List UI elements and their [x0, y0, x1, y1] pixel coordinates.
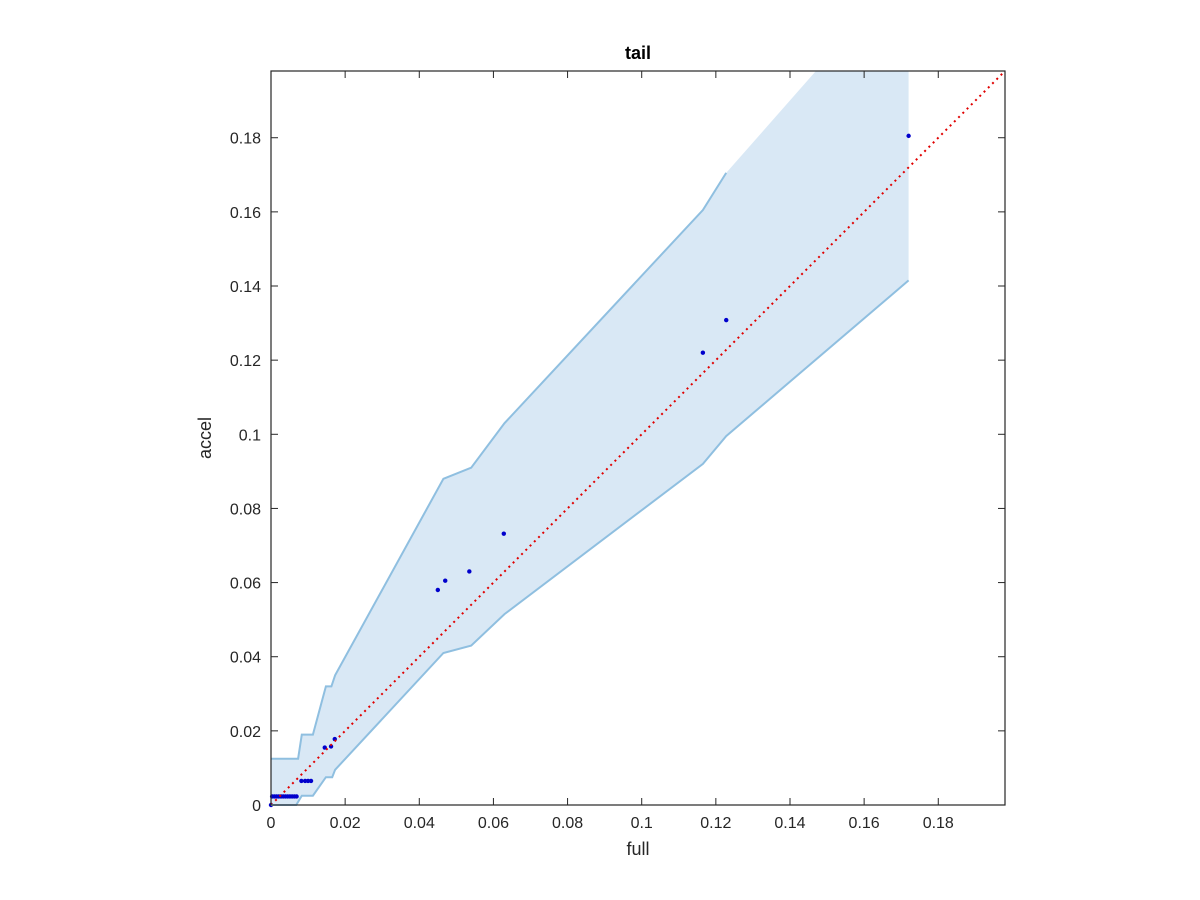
scatter-points — [268, 133, 911, 808]
data-point — [322, 745, 327, 750]
y-axis-ticks: 0 0.02 0.04 0.06 0.08 0.1 0.12 0.14 0.16 0.18 — [230, 131, 1005, 815]
y-tick-label: 0.04 — [230, 650, 261, 667]
x-tick-label: 0.14 — [774, 815, 805, 832]
y-tick-label: 0 — [252, 798, 261, 815]
y-tick-label: 0.16 — [230, 205, 261, 222]
x-tick-label: 0.06 — [478, 815, 509, 832]
y-tick-label: 0.02 — [230, 724, 261, 741]
x-tick-label: 0.02 — [330, 815, 361, 832]
data-point — [501, 531, 507, 536]
data-point — [724, 317, 729, 323]
x-tick-label: 0.16 — [849, 815, 880, 832]
y-tick-label: 0.14 — [230, 279, 261, 296]
data-point — [700, 350, 706, 355]
data-point — [443, 578, 448, 583]
data-point — [299, 778, 304, 784]
identity-reference-line — [270, 70, 1006, 806]
x-tick-label: 0.18 — [923, 815, 954, 832]
y-axis-label: accel — [195, 417, 215, 459]
x-tick-label: 0.12 — [700, 815, 731, 832]
x-tick-label: 0 — [267, 815, 276, 832]
x-axis-label: full — [626, 839, 649, 859]
x-axis-ticks: 0 0.02 0.04 0.06 0.08 0.1 0.12 0.14 0.16 0.18 — [267, 71, 954, 832]
y-tick-label: 0.08 — [230, 501, 261, 518]
confidence-band — [271, 71, 909, 805]
y-tick-label: 0.06 — [230, 576, 261, 593]
axes-box — [270, 70, 1006, 806]
x-tick-label: 0.04 — [404, 815, 435, 832]
chart-title: tail — [625, 43, 651, 63]
y-tick-label: 0.18 — [230, 131, 261, 148]
data-point — [435, 587, 441, 593]
data-point — [328, 744, 334, 749]
band-lower-edge — [271, 279, 910, 806]
data-point — [294, 794, 299, 799]
x-tick-label: 0.1 — [631, 815, 653, 832]
data-point — [308, 778, 314, 784]
plot-area — [268, 70, 1006, 808]
band-upper-edge — [271, 172, 728, 760]
data-point — [467, 569, 472, 574]
x-tick-label: 0.08 — [552, 815, 583, 832]
y-tick-label: 0.12 — [230, 353, 261, 370]
y-tick-label: 0.1 — [239, 427, 261, 444]
data-point — [906, 133, 911, 139]
